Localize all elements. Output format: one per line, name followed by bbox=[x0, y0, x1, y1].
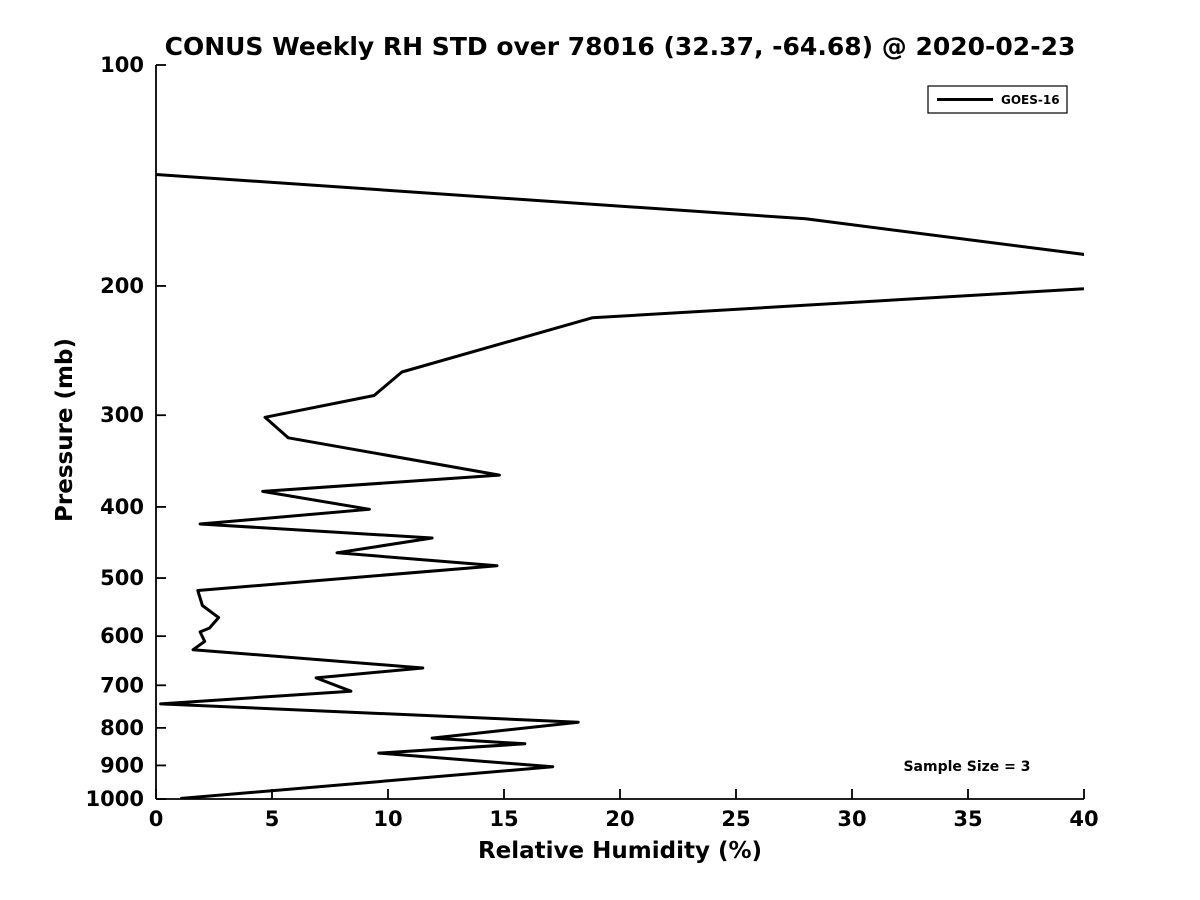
legend: GOES-16 bbox=[927, 85, 1068, 114]
y-tick-label: 200 bbox=[100, 274, 144, 298]
y-tick-label: 1000 bbox=[86, 787, 144, 811]
goes16-rh-std-line bbox=[156, 173, 1084, 799]
y-tick-label: 100 bbox=[100, 53, 144, 77]
x-tick-label: 40 bbox=[1069, 807, 1098, 831]
sample-size-annotation: Sample Size = 3 bbox=[903, 759, 1030, 775]
y-tick-label: 600 bbox=[100, 624, 144, 648]
y-axis-label: Pressure (mb) bbox=[52, 338, 78, 522]
y-tick-label: 700 bbox=[100, 673, 144, 697]
y-tick-label: 400 bbox=[100, 495, 144, 519]
y-tick-label: 900 bbox=[100, 753, 144, 777]
plot-area bbox=[156, 173, 1084, 799]
x-tick-label: 30 bbox=[837, 807, 866, 831]
x-tick-label: 35 bbox=[953, 807, 982, 831]
y-axis-ticks: 100 200 300 400 500 600 700 800 900 1000 bbox=[86, 53, 166, 811]
x-tick-label: 25 bbox=[721, 807, 750, 831]
x-axis-label: Relative Humidity (%) bbox=[478, 838, 762, 864]
x-tick-label: 5 bbox=[265, 807, 280, 831]
chart-title: CONUS Weekly RH STD over 78016 (32.37, -… bbox=[165, 32, 1076, 61]
x-tick-label: 20 bbox=[605, 807, 634, 831]
x-tick-label: 15 bbox=[489, 807, 518, 831]
x-axis-ticks: 0 5 10 15 20 25 30 35 40 bbox=[149, 789, 1099, 831]
y-tick-label: 800 bbox=[100, 716, 144, 740]
legend-label: GOES-16 bbox=[1001, 93, 1060, 107]
x-tick-label: 10 bbox=[373, 807, 402, 831]
y-tick-label: 300 bbox=[100, 403, 144, 427]
x-tick-label: 0 bbox=[149, 807, 164, 831]
y-tick-label: 500 bbox=[100, 566, 144, 590]
